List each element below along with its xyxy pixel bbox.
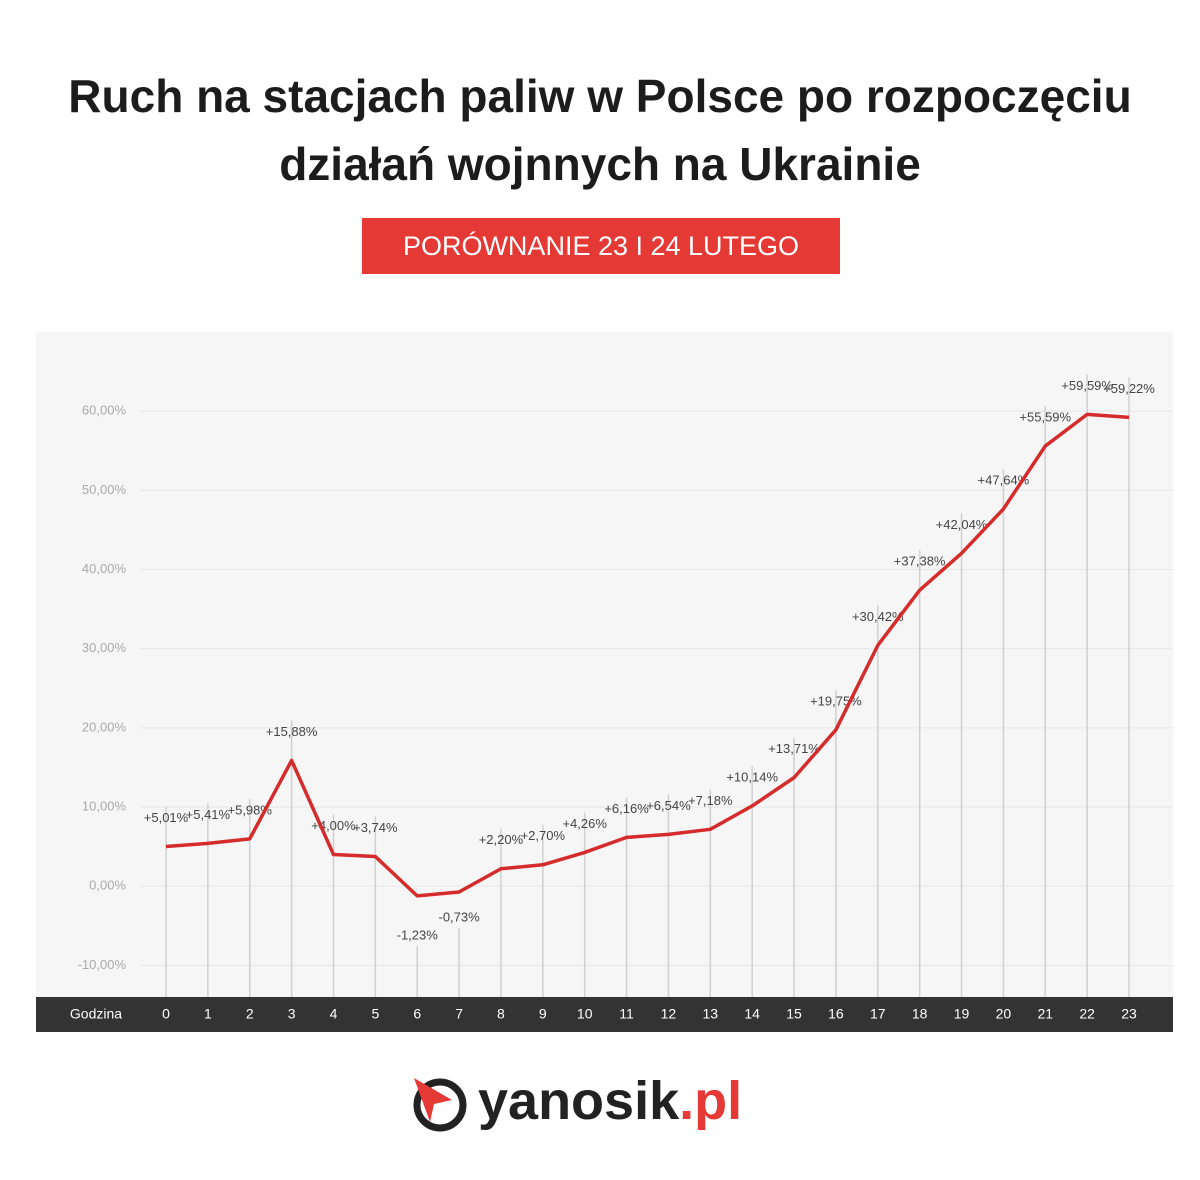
- x-tick-label: 23: [1121, 1006, 1137, 1022]
- value-label: +47,64%: [978, 472, 1030, 487]
- x-tick-label: 15: [786, 1006, 802, 1022]
- x-tick-label: 21: [1037, 1006, 1053, 1022]
- x-tick-label: 9: [539, 1006, 547, 1022]
- y-tick-label: 40,00%: [82, 561, 127, 576]
- x-tick-label: 10: [577, 1006, 593, 1022]
- value-label: +7,18%: [688, 793, 733, 808]
- value-label: +59,59%: [1061, 378, 1113, 393]
- x-tick-label: 5: [371, 1006, 379, 1022]
- y-tick-label: 0,00%: [89, 878, 126, 893]
- value-label: +2,20%: [479, 832, 524, 847]
- x-tick-label: 2: [246, 1006, 254, 1022]
- x-tick-label: 6: [413, 1006, 421, 1022]
- x-axis-label: Godzina: [70, 1006, 122, 1022]
- logo-icon: [413, 1078, 467, 1132]
- x-tick-label: 1: [204, 1006, 212, 1022]
- logo-name: yanosik: [478, 1071, 680, 1131]
- y-tick-label: 20,00%: [82, 719, 127, 734]
- value-label: +5,98%: [228, 802, 273, 817]
- y-tick-label: 30,00%: [82, 640, 127, 655]
- x-tick-label: 18: [912, 1006, 928, 1022]
- logo-text: yanosik.pl: [478, 1071, 742, 1131]
- x-tick-label: 0: [162, 1006, 170, 1022]
- value-label: +2,70%: [521, 828, 566, 843]
- value-label: +42,04%: [936, 517, 988, 532]
- chart-title: Ruch na stacjach paliw w Polsce po rozpo…: [68, 70, 1132, 190]
- value-label: +59,22%: [1103, 381, 1155, 396]
- x-tick-label: 19: [954, 1006, 970, 1022]
- value-label: +6,54%: [646, 798, 691, 813]
- value-label: +6,16%: [604, 801, 649, 816]
- value-label: +10,14%: [726, 769, 778, 784]
- value-label: -1,23%: [397, 927, 439, 942]
- x-tick-label: 17: [870, 1006, 886, 1022]
- logo-suffix: .pl: [679, 1071, 742, 1131]
- y-tick-label: 60,00%: [82, 403, 127, 418]
- x-tick-label: 16: [828, 1006, 844, 1022]
- y-tick-label: -10,00%: [78, 957, 127, 972]
- x-tick-label: 4: [330, 1006, 338, 1022]
- x-tick-label: 12: [661, 1006, 677, 1022]
- x-tick-label: 13: [703, 1006, 719, 1022]
- value-label: -0,73%: [438, 909, 480, 924]
- value-label: +15,88%: [266, 724, 318, 739]
- data-line: [165, 412, 1130, 898]
- x-tick-label: 14: [744, 1006, 760, 1022]
- value-label: +37,38%: [894, 554, 946, 569]
- value-label: +13,71%: [768, 741, 820, 756]
- y-tick-label: 50,00%: [82, 482, 127, 497]
- y-tick-label: 10,00%: [82, 798, 127, 813]
- x-tick-label: 7: [455, 1006, 463, 1022]
- x-tick-label: 11: [619, 1006, 634, 1022]
- value-label: +30,42%: [852, 609, 904, 624]
- x-tick-label: 8: [497, 1006, 505, 1022]
- x-tick-label: 22: [1079, 1006, 1095, 1022]
- x-axis-band: [36, 997, 1173, 1032]
- value-label: +55,59%: [1019, 410, 1071, 425]
- value-label: +5,41%: [186, 807, 231, 822]
- plot-area: [36, 332, 1173, 997]
- value-label: +4,26%: [562, 816, 607, 831]
- value-label: +5,01%: [144, 810, 189, 825]
- chart-subtitle: PORÓWNANIE 23 I 24 LUTEGO: [362, 218, 840, 274]
- x-tick-label: 20: [996, 1006, 1012, 1022]
- value-label: +3,74%: [353, 820, 398, 835]
- x-tick-label: 3: [288, 1006, 296, 1022]
